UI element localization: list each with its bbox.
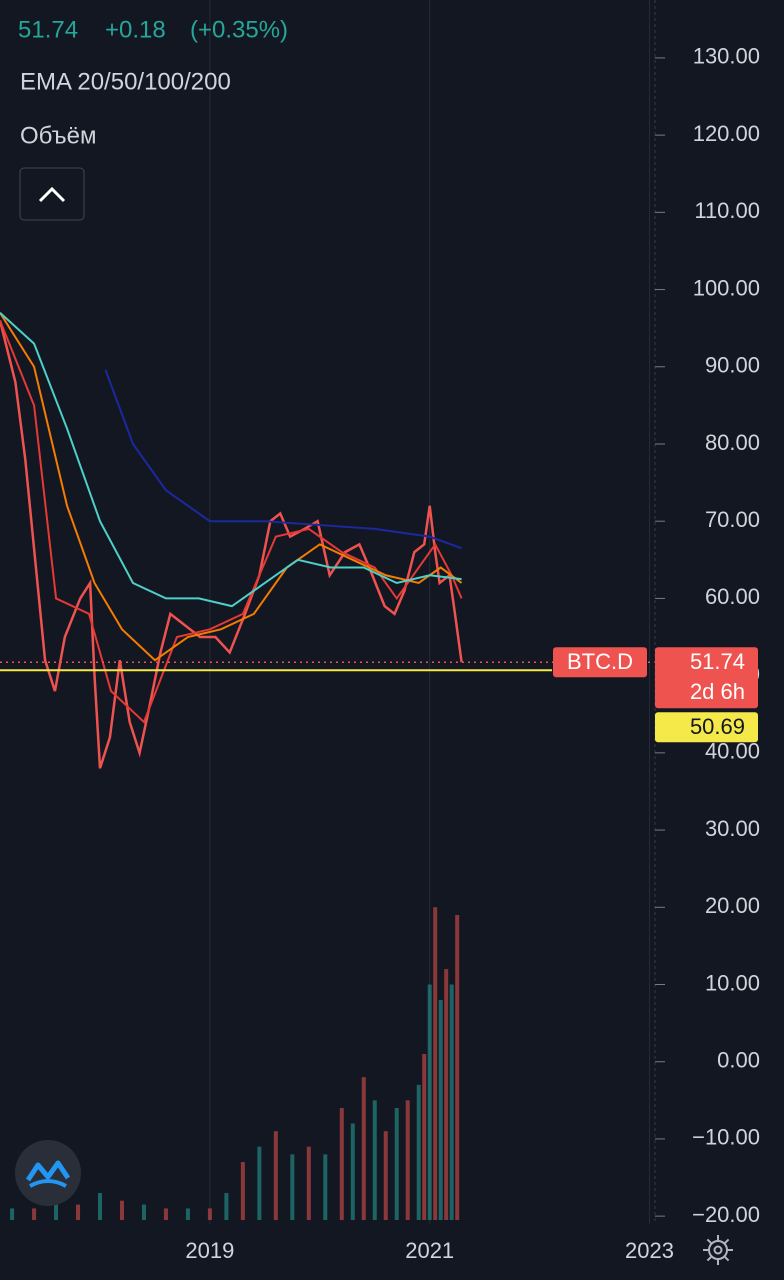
last-price: 51.74 bbox=[18, 16, 78, 43]
volume-bar bbox=[54, 1204, 59, 1220]
volume-bar bbox=[207, 1208, 212, 1220]
volume-bar bbox=[98, 1192, 103, 1220]
settings-icon[interactable] bbox=[703, 1235, 733, 1265]
price-tag bbox=[655, 647, 758, 709]
volume-bar bbox=[163, 1208, 168, 1220]
volume-bar bbox=[339, 1108, 344, 1220]
ema-line bbox=[104, 369, 462, 550]
volume-bar bbox=[444, 969, 449, 1220]
symbol-label: BTC.D bbox=[567, 649, 633, 674]
x-tick-label: 2019 bbox=[185, 1238, 234, 1263]
volume-bar bbox=[141, 1204, 146, 1220]
y-tick-label: 130.00 bbox=[693, 44, 760, 69]
y-tick-label: 80.00 bbox=[705, 430, 760, 455]
overlay: 130.00 120.00 110.00 100.00 90.00 80.00 70.00 6… bbox=[553, 44, 760, 1227]
time-axis-panel bbox=[0, 1224, 784, 1280]
price-tag-label: 51.74 bbox=[690, 649, 745, 674]
volume-label[interactable]: Объём bbox=[20, 122, 96, 149]
ema-line bbox=[0, 320, 463, 724]
level-tag-label: 50.69 bbox=[690, 714, 745, 739]
y-tick-label: 10.00 bbox=[705, 970, 760, 995]
volume-bar bbox=[394, 1108, 399, 1220]
y-tick-label: −10.00 bbox=[692, 1125, 760, 1150]
volume-bar bbox=[224, 1192, 229, 1220]
y-tick-label: 90.00 bbox=[705, 353, 760, 378]
x-tick-label: 2021 bbox=[405, 1238, 454, 1263]
volume-bar bbox=[416, 1084, 421, 1220]
y-tick-label: 0.00 bbox=[717, 1048, 760, 1073]
y-tick-label: 110.00 bbox=[694, 198, 760, 223]
volume-bar bbox=[185, 1208, 190, 1220]
change-percent: (+0.35%) bbox=[190, 16, 288, 43]
y-tick-label: 20.00 bbox=[705, 893, 760, 918]
volume-bar bbox=[350, 1123, 355, 1220]
volume-bar bbox=[372, 1100, 377, 1220]
y-tick-label: −20.00 bbox=[692, 1202, 760, 1227]
y-tick-label: 30.00 bbox=[705, 816, 760, 841]
ema-line bbox=[0, 312, 463, 662]
volume-bar bbox=[240, 1162, 245, 1220]
volume-bar bbox=[323, 1154, 328, 1220]
volume-bar bbox=[455, 915, 460, 1220]
y-tick-label: 100.00 bbox=[693, 275, 760, 300]
volume-bar bbox=[273, 1131, 278, 1220]
volume-bar bbox=[119, 1200, 124, 1220]
volume-bar bbox=[405, 1100, 410, 1220]
plot-area bbox=[0, 0, 655, 1224]
volume-bar bbox=[306, 1146, 311, 1220]
volume-bar bbox=[433, 907, 438, 1220]
ema-line bbox=[0, 311, 462, 608]
countdown: 2d 6h bbox=[690, 679, 745, 704]
price-axis-panel bbox=[655, 0, 784, 1280]
level-tag bbox=[655, 712, 758, 743]
y-tick-label: 60.00 bbox=[705, 584, 760, 609]
volume-bar bbox=[422, 1053, 427, 1220]
volume-bar bbox=[76, 1204, 81, 1220]
volume-bar bbox=[383, 1131, 388, 1220]
volume-bar bbox=[438, 999, 443, 1220]
indicator-label[interactable]: EMA 20/50/100/200 bbox=[20, 68, 231, 95]
x-tick-label: 2023 bbox=[625, 1238, 674, 1263]
volume-bar bbox=[361, 1077, 366, 1220]
volume-bar bbox=[427, 984, 432, 1220]
symbol-tag bbox=[553, 647, 647, 678]
volume-bar bbox=[10, 1208, 15, 1220]
y-tick-label: 70.00 bbox=[705, 507, 760, 532]
volume-bar bbox=[257, 1146, 262, 1220]
volume-bar bbox=[290, 1154, 295, 1220]
tradingview-logo[interactable] bbox=[15, 1140, 81, 1206]
y-tick-label: 40.00 bbox=[705, 739, 760, 764]
price-line bbox=[0, 320, 463, 769]
volume-bar bbox=[32, 1208, 37, 1220]
y-tick-label: 120.00 bbox=[693, 121, 760, 146]
change: +0.18 bbox=[105, 16, 166, 43]
axis-cover bbox=[660, 1230, 700, 1276]
collapse-button[interactable] bbox=[19, 167, 85, 221]
volume-bar bbox=[449, 984, 454, 1220]
